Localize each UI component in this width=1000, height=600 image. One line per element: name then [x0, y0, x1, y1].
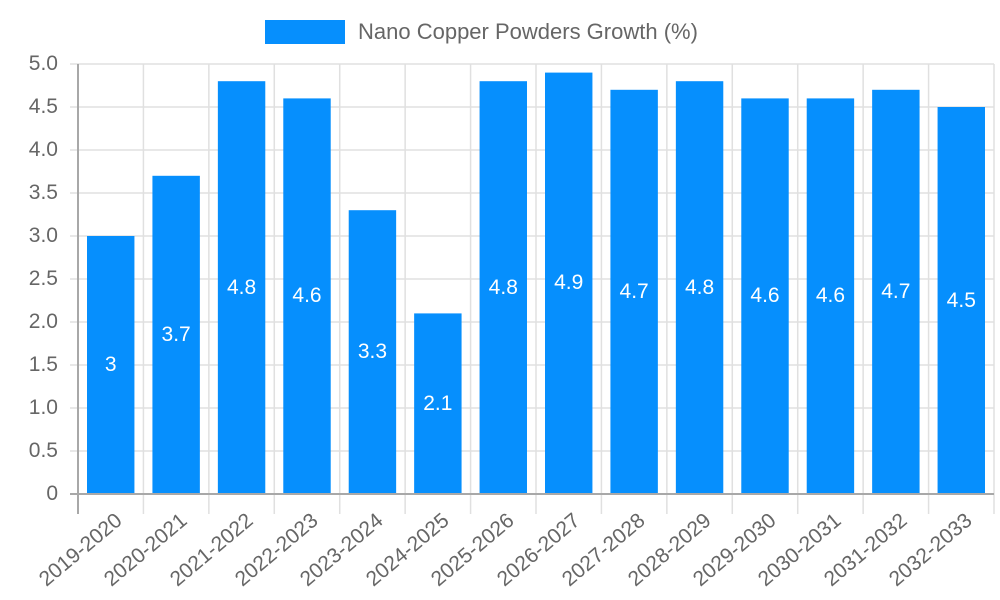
bar-value-label: 4.8 [684, 275, 715, 299]
bar-value-label: 4.6 [815, 284, 846, 308]
bar-value-label: 4.6 [750, 284, 780, 308]
bar[interactable] [806, 98, 855, 495]
bar-value-label: 3 [104, 353, 117, 376]
y-tick-label: 5.0 [28, 52, 58, 75]
y-tick-label: 0.5 [28, 439, 58, 462]
y-tick-label: 2.0 [28, 310, 58, 333]
axes [70, 64, 994, 514]
y-tick-label: 2.5 [28, 267, 58, 290]
bar[interactable] [545, 72, 593, 494]
y-tick-label: 1.5 [28, 353, 58, 376]
bar-value-label: 4.8 [226, 275, 257, 299]
bar-value-label: 4.8 [488, 275, 518, 299]
bar[interactable] [414, 313, 462, 494]
legend-label: Nano Copper Powders Growth (%) [358, 19, 698, 44]
bar-value-label: 3.7 [161, 322, 191, 346]
y-tick-label: 4.0 [28, 138, 58, 161]
bar[interactable] [87, 236, 135, 494]
bar-value-label: 3.3 [357, 340, 388, 364]
legend-swatch [265, 20, 345, 44]
y-tick-label: 0 [46, 482, 58, 505]
bar-value-label: 2.1 [423, 391, 453, 415]
bars [87, 72, 985, 495]
bar[interactable] [152, 175, 200, 495]
y-tick-label: 4.5 [28, 95, 58, 118]
y-tick-label: 1.0 [28, 396, 58, 419]
bar[interactable] [348, 210, 397, 494]
bar[interactable] [283, 98, 331, 495]
bar[interactable] [675, 81, 724, 494]
bar[interactable] [872, 89, 920, 495]
bar[interactable] [741, 98, 789, 495]
bar[interactable] [937, 107, 985, 494]
gridlines [70, 63, 995, 514]
bar-value-label: 4.7 [881, 279, 911, 303]
bar-value-label: 4.5 [946, 288, 976, 312]
bar-value-label: 4.7 [619, 279, 649, 303]
y-tick-label: 3.5 [28, 181, 58, 204]
legend[interactable]: Nano Copper Powders Growth (%) [265, 18, 698, 46]
bar-value-label: 4.6 [292, 284, 322, 308]
y-tick-label: 3.0 [28, 224, 58, 247]
bar[interactable] [217, 81, 266, 494]
bar-value-label: 4.9 [554, 271, 584, 295]
bar[interactable] [479, 81, 527, 494]
bar[interactable] [610, 89, 658, 495]
